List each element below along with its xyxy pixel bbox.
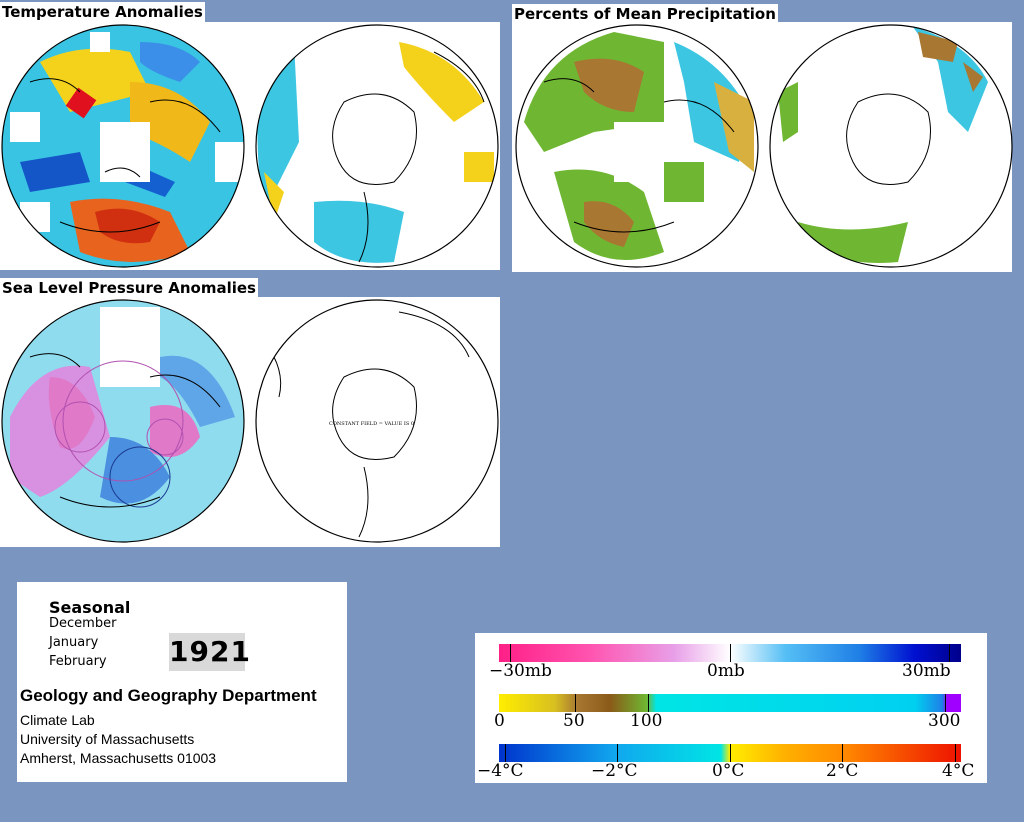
pressure-scale-label: −30mb bbox=[489, 661, 552, 681]
precipitation-north-globe bbox=[515, 24, 759, 268]
scale-tick bbox=[730, 744, 731, 762]
scale-tick bbox=[949, 644, 950, 662]
temperature-scale-label: 0°C bbox=[712, 761, 745, 781]
precipitation-scale-label: 0 bbox=[494, 711, 505, 731]
season-heading: Seasonal bbox=[49, 598, 131, 617]
org-line: University of Massachusetts bbox=[20, 731, 195, 747]
scale-tick bbox=[842, 744, 843, 762]
department-name: Geology and Geography Department bbox=[20, 686, 317, 705]
org-line: Amherst, Massachusetts 01003 bbox=[20, 750, 217, 766]
precipitation-scale-label: 300 bbox=[928, 711, 961, 731]
precipitation-scale-label: 50 bbox=[563, 711, 585, 731]
precipitation-panel bbox=[512, 22, 1013, 272]
temperature-scale-label: 4°C bbox=[942, 761, 975, 781]
temperature-scale-label: 2°C bbox=[826, 761, 859, 781]
temperature-scale-label: −2°C bbox=[591, 761, 638, 781]
scale-tick bbox=[730, 644, 731, 662]
precipitation-scale-bar bbox=[499, 694, 961, 712]
pressure-scale-label: 30mb bbox=[902, 661, 951, 681]
temperature-south-globe bbox=[255, 24, 499, 268]
pressure-scale-bar bbox=[499, 644, 961, 662]
year-display: 1921 bbox=[169, 633, 250, 671]
scale-tick bbox=[945, 694, 946, 712]
scale-tick bbox=[617, 744, 618, 762]
temperature-title: Temperature Anomalies bbox=[0, 2, 205, 22]
temperature-panel bbox=[0, 22, 500, 270]
month-label: January bbox=[49, 635, 99, 650]
pressure-scale-label: 0mb bbox=[707, 661, 745, 681]
scale-tick bbox=[575, 694, 576, 712]
info-box: Seasonal December January February 1921 … bbox=[17, 582, 347, 782]
precipitation-south-globe bbox=[769, 24, 1013, 268]
scale-tick bbox=[955, 744, 956, 762]
color-legend: −30mb 0mb 30mb 0 50 100 300 −4°C −2°C 0°… bbox=[475, 633, 987, 783]
scale-tick bbox=[505, 744, 506, 762]
scale-tick bbox=[648, 694, 649, 712]
month-label: February bbox=[49, 654, 107, 669]
pressure-title: Sea Level Pressure Anomalies bbox=[0, 278, 258, 298]
constant-field-note: CONSTANT FIELD = VALUE IS 0 bbox=[329, 421, 414, 427]
org-line: Climate Lab bbox=[20, 712, 95, 728]
temperature-north-globe bbox=[1, 24, 245, 268]
month-label: December bbox=[49, 616, 117, 631]
temperature-scale-bar bbox=[499, 744, 961, 762]
pressure-north-globe bbox=[1, 299, 245, 543]
temperature-scale-label: −4°C bbox=[477, 761, 524, 781]
precipitation-title: Percents of Mean Precipitation bbox=[512, 4, 778, 24]
pressure-south-globe: CONSTANT FIELD = VALUE IS 0 bbox=[255, 299, 499, 543]
precipitation-scale-label: 100 bbox=[630, 711, 663, 731]
scale-tick bbox=[510, 644, 511, 662]
pressure-panel: CONSTANT FIELD = VALUE IS 0 bbox=[0, 297, 500, 547]
